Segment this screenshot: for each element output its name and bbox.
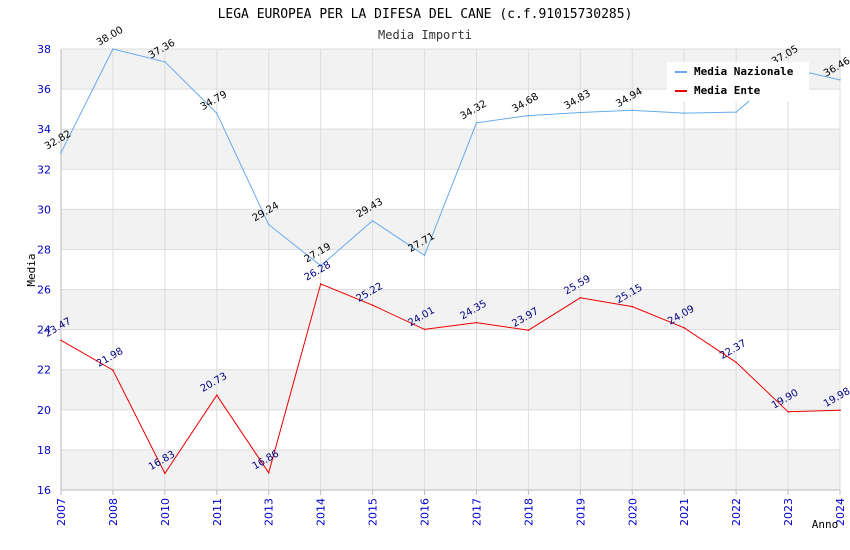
- data-point-media-ente: [787, 411, 789, 413]
- data-point-media-ente: [683, 327, 685, 329]
- data-point-media-ente: [216, 394, 218, 396]
- x-tick-label: 2022: [730, 498, 743, 526]
- x-tick-label: 2018: [522, 498, 535, 526]
- data-point-media-ente: [423, 328, 426, 331]
- data-label-media-nazionale: 38.00: [95, 25, 125, 49]
- x-axis-label: Anno: [812, 518, 839, 531]
- y-tick-label: 20: [37, 404, 51, 417]
- x-tick-label: 2017: [470, 498, 483, 526]
- grid-bands: [61, 49, 840, 490]
- data-point-media-nazionale: [319, 264, 322, 267]
- data-point-media-ente: [475, 321, 478, 324]
- data-point-media-nazionale: [60, 152, 62, 154]
- grid-band: [61, 129, 840, 170]
- series-line-media-ente: [60, 283, 841, 475]
- data-point-media-nazionale: [423, 254, 426, 257]
- legend-label-media-nazionale: Media Nazionale: [694, 65, 794, 78]
- grid-band: [61, 449, 840, 490]
- data-point-media-nazionale: [216, 112, 218, 115]
- data-point-media-ente: [319, 283, 322, 285]
- legend: Media Nazionale Media Ente: [667, 62, 809, 101]
- data-point-media-nazionale: [164, 61, 166, 63]
- grid-band: [61, 209, 840, 250]
- data-point-media-ente: [267, 471, 270, 474]
- y-tick-label: 16: [37, 484, 51, 497]
- x-tick-label: 2016: [419, 498, 432, 526]
- y-axis-label: Media: [25, 253, 38, 286]
- y-tick-label: 24: [37, 324, 51, 337]
- y-tick-label: 36: [37, 83, 51, 96]
- data-point-media-nazionale: [527, 114, 530, 117]
- data-point-media-ente: [839, 409, 841, 412]
- data-point-media-nazionale: [371, 219, 374, 222]
- legend-label-media-ente: Media Ente: [694, 84, 761, 97]
- chart-subtitle: Media Importi: [378, 28, 472, 42]
- data-point-media-ente: [735, 361, 737, 364]
- grid-band: [61, 289, 840, 330]
- legend-box: [667, 62, 809, 101]
- x-tick-label: 2023: [782, 498, 795, 526]
- y-tick-label: 18: [37, 444, 51, 457]
- data-point-media-ente: [631, 305, 634, 308]
- x-tick-label: 2020: [626, 498, 639, 526]
- data-point-media-nazionale: [475, 121, 478, 124]
- axes: [60, 49, 841, 495]
- grid-band: [61, 329, 840, 370]
- x-tick-label: 2024: [834, 498, 847, 526]
- data-point-media-nazionale: [735, 111, 737, 113]
- y-tick-label: 28: [37, 243, 51, 256]
- series-lines: [60, 48, 841, 475]
- x-tick-label: 2011: [211, 498, 224, 526]
- data-point-media-ente: [164, 472, 166, 475]
- x-tick-label: 2014: [315, 498, 328, 526]
- series-line-media-nazionale: [60, 48, 841, 267]
- chart-title: LEGA EUROPEA PER LA DIFESA DEL CANE (c.f…: [218, 7, 633, 22]
- y-tick-label: 34: [37, 123, 51, 136]
- data-point-media-ente: [579, 296, 582, 299]
- data-point-media-ente: [371, 304, 374, 306]
- y-tick-label: 38: [37, 43, 51, 56]
- x-tick-label: 2019: [574, 498, 587, 526]
- y-tick-label: 26: [37, 284, 51, 297]
- grid-band: [61, 369, 840, 410]
- y-tick-label: 22: [37, 364, 51, 377]
- y-tick-label: 30: [37, 203, 51, 216]
- data-point-media-nazionale: [579, 111, 582, 114]
- data-point-media-nazionale: [267, 223, 270, 226]
- x-tick-label: 2007: [55, 498, 68, 526]
- y-tick-label: 32: [37, 163, 51, 176]
- data-point-media-nazionale: [112, 48, 114, 50]
- grid-band: [61, 409, 840, 450]
- data-point-media-ente: [527, 329, 530, 332]
- y-axis-ticks: 16 18 20 22 24 26 28 30 32 34 36 38: [37, 43, 51, 497]
- x-tick-label: 2021: [678, 498, 691, 526]
- data-point-media-nazionale: [839, 79, 841, 81]
- grid-band: [61, 249, 840, 290]
- x-tick-label: 2013: [263, 498, 276, 526]
- data-point-media-ente: [60, 339, 62, 342]
- x-tick-label: 2010: [159, 498, 172, 526]
- x-tick-label: 2015: [367, 498, 380, 526]
- data-point-media-nazionale: [631, 109, 634, 112]
- x-axis-ticks: 2007 2008 2010 2011 2013 2014 2015 2016 2017 2018…: [55, 498, 847, 526]
- data-point-media-nazionale: [683, 112, 685, 114]
- data-point-media-ente: [112, 369, 114, 371]
- x-tick-label: 2008: [107, 498, 120, 526]
